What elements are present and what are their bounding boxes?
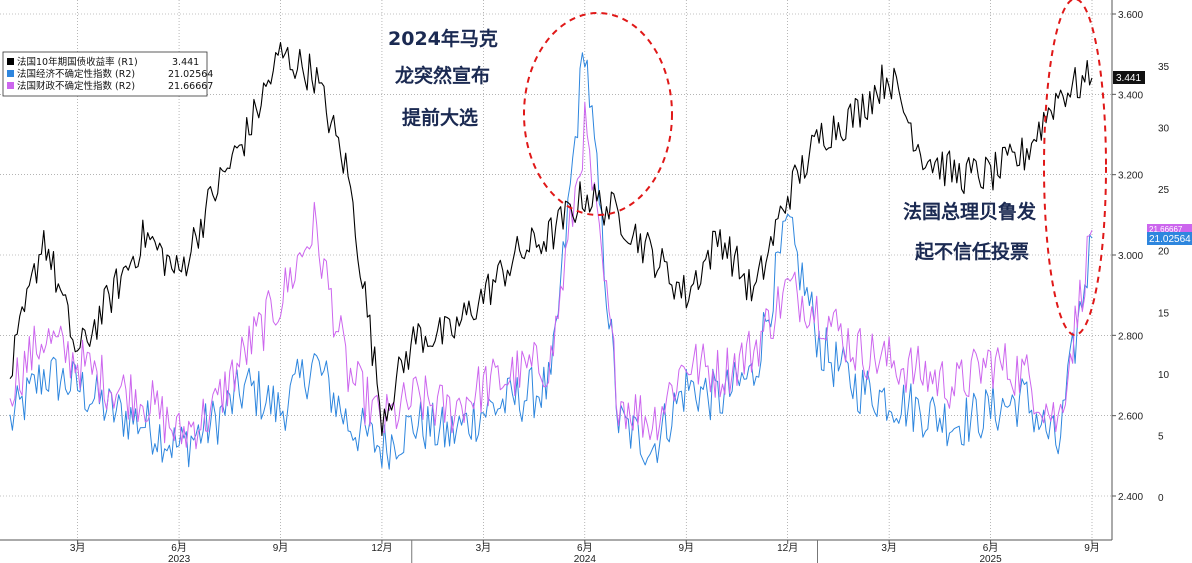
legend-box [2, 51, 208, 97]
legend-swatch-fiscal [7, 82, 14, 89]
r2-tick-label: 35 [1158, 62, 1170, 73]
legend-value-fiscal: 21.66667 [168, 81, 213, 92]
end-tag-yield: 3.441 [1113, 71, 1145, 84]
end-tag-economic: 21.02564 [1147, 232, 1192, 245]
legend-swatch-yield [7, 58, 14, 65]
x-year-label: 2025 [979, 554, 1002, 563]
r2-tick-label: 20 [1158, 247, 1170, 258]
x-month-label: 12月 [371, 542, 392, 554]
x-year-label: 2024 [574, 554, 597, 563]
legend: 法国10年期国债收益率 (R1) 3.441 法国经济不确定性指数 (R2) 2… [2, 51, 213, 97]
annotation-confidence-vote: 法国总理贝鲁发 起不信任投票 [903, 0, 1107, 336]
grid [0, 0, 1112, 540]
annotation-election-circle [523, 12, 673, 216]
annotation-vote-line-2: 起不信任投票 [914, 240, 1029, 263]
r1-tick-label: 3.600 [1118, 10, 1143, 21]
series-economic-uncertainty-line [9, 52, 1093, 470]
annotation-election: 2024年马克 龙突然宣布 提前大选 [388, 12, 673, 216]
annotation-election-line-1: 2024年马克 [388, 27, 498, 50]
series-yield-line [9, 42, 1093, 437]
axes: 3.600 3.400 3.200 3.000 2.800 2.600 2.400 35 30 2… [70, 10, 1170, 563]
end-tag-fiscal-box [1147, 224, 1192, 233]
r2-tick-label: 10 [1158, 370, 1170, 381]
r2-tick-label: 30 [1158, 124, 1170, 135]
r1-tick-label: 3.200 [1118, 171, 1143, 182]
x-month-label: 9月 [1084, 542, 1100, 554]
annotation-vote-circle [1043, 0, 1107, 336]
legend-label-fiscal: 法国财政不确定性指数 (R2) [17, 80, 135, 92]
annotation-vote-line-1: 法国总理贝鲁发 [903, 200, 1037, 223]
x-year-label: 2023 [168, 554, 191, 563]
legend-label-yield: 法国10年期国债收益率 (R1) [17, 56, 138, 68]
legend-value-yield: 3.441 [172, 57, 199, 68]
x-month-label: 3月 [70, 542, 86, 554]
series-fiscal-uncertainty-line [9, 101, 1093, 450]
annotation-election-line-3: 提前大选 [402, 106, 478, 129]
r1-tick-label: 2.600 [1118, 412, 1143, 423]
r1-tick-label: 2.800 [1118, 331, 1143, 342]
r1-tick-label: 3.400 [1118, 90, 1143, 101]
r2-tick-label: 0 [1158, 493, 1164, 504]
x-month-label: 3月 [476, 542, 492, 554]
r1-tick-label: 3.000 [1118, 251, 1143, 262]
r2-tick-label: 25 [1158, 185, 1170, 196]
end-tag-yield-text: 3.441 [1116, 73, 1141, 84]
end-tag-yield-box [1113, 71, 1145, 84]
x-month-label: 6月 [577, 542, 593, 554]
x-month-label: 9月 [273, 542, 289, 554]
end-tag-fiscal-text: 21.66667 [1149, 225, 1183, 234]
x-month-label: 6月 [983, 542, 999, 554]
series-layer [9, 42, 1093, 470]
end-tag-economic-box [1147, 232, 1192, 245]
end-tag-economic-text: 21.02564 [1149, 234, 1191, 245]
annotation-election-line-2: 龙突然宣布 [395, 64, 490, 87]
legend-label-economic: 法国经济不确定性指数 (R2) [17, 68, 135, 80]
x-month-label: 6月 [171, 542, 187, 554]
r2-tick-label: 5 [1158, 431, 1164, 442]
r2-tick-label: 15 [1158, 308, 1170, 319]
legend-value-economic: 21.02564 [168, 69, 213, 80]
x-month-label: 9月 [678, 542, 694, 554]
x-month-label: 12月 [777, 542, 798, 554]
legend-swatch-economic [7, 70, 14, 77]
x-month-label: 3月 [881, 542, 897, 554]
r1-tick-label: 2.400 [1118, 492, 1143, 503]
end-tag-fiscal: 21.66667 [1147, 224, 1192, 234]
